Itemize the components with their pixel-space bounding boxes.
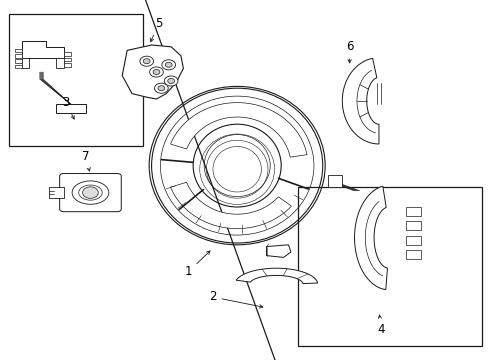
Circle shape	[153, 69, 160, 75]
Circle shape	[143, 59, 150, 64]
Polygon shape	[342, 58, 378, 144]
Polygon shape	[405, 221, 420, 230]
Polygon shape	[405, 207, 420, 216]
Polygon shape	[49, 187, 63, 198]
Bar	[298, 187, 481, 346]
Polygon shape	[63, 63, 71, 67]
Ellipse shape	[72, 181, 108, 204]
Circle shape	[82, 187, 98, 198]
Circle shape	[154, 83, 168, 93]
Polygon shape	[22, 58, 29, 68]
Text: 7: 7	[81, 150, 90, 171]
Text: 4: 4	[377, 315, 385, 336]
Polygon shape	[15, 49, 22, 52]
Polygon shape	[56, 58, 63, 68]
Text: 3: 3	[62, 96, 74, 119]
Polygon shape	[405, 236, 420, 245]
Polygon shape	[266, 245, 290, 257]
Circle shape	[167, 78, 174, 84]
Polygon shape	[63, 58, 71, 61]
Polygon shape	[122, 45, 183, 99]
Polygon shape	[236, 268, 317, 284]
Polygon shape	[405, 250, 420, 259]
Circle shape	[149, 67, 163, 77]
Polygon shape	[170, 182, 291, 229]
Bar	[9, 14, 143, 146]
FancyBboxPatch shape	[60, 174, 121, 212]
Ellipse shape	[79, 185, 102, 200]
Polygon shape	[327, 175, 342, 187]
Polygon shape	[170, 103, 306, 157]
Circle shape	[162, 60, 175, 70]
Polygon shape	[22, 41, 63, 58]
Text: 2: 2	[208, 291, 263, 308]
Polygon shape	[15, 54, 22, 58]
Polygon shape	[15, 59, 22, 63]
Circle shape	[165, 62, 172, 67]
Polygon shape	[63, 52, 71, 56]
Text: 6: 6	[345, 40, 353, 63]
Text: 1: 1	[184, 251, 210, 278]
Text: 5: 5	[150, 17, 163, 42]
Polygon shape	[15, 65, 22, 68]
Circle shape	[164, 76, 178, 86]
Polygon shape	[354, 186, 386, 289]
Circle shape	[140, 56, 153, 66]
Circle shape	[158, 86, 164, 91]
Polygon shape	[56, 104, 85, 113]
